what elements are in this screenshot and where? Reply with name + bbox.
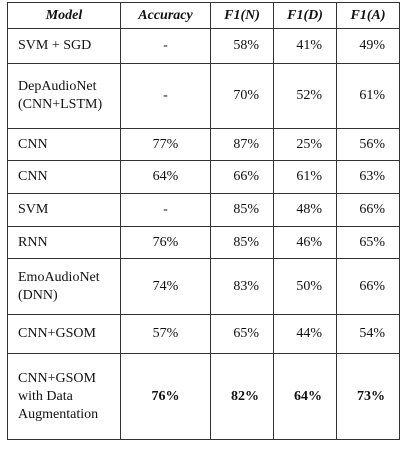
- accuracy-cell: -: [120, 193, 211, 227]
- accuracy-cell: -: [120, 63, 211, 129]
- model-cell: RNN: [7, 226, 121, 259]
- table-row: SVM + SGD - 58% 41% 49%: [7, 28, 400, 64]
- f1-d-cell: 46%: [273, 226, 337, 259]
- f1-a-cell: 65%: [336, 226, 400, 259]
- f1-d-cell: 44%: [273, 314, 337, 354]
- f1-n-cell: 83%: [210, 258, 274, 315]
- table-row: CNN 77% 87% 25% 56%: [7, 128, 400, 161]
- table-row: CNN+GSOM 57% 65% 44% 54%: [7, 314, 400, 354]
- f1-d-cell: 50%: [273, 258, 337, 315]
- header-f1-n: F1(N): [210, 2, 274, 29]
- f1-n-cell: 66%: [210, 160, 274, 194]
- f1-a-cell: 66%: [336, 193, 400, 227]
- accuracy-cell: 64%: [120, 160, 211, 194]
- f1-n-cell: 65%: [210, 314, 274, 354]
- accuracy-cell: 57%: [120, 314, 211, 354]
- f1-n-cell: 85%: [210, 226, 274, 259]
- f1-d-cell: 41%: [273, 28, 337, 64]
- f1-a-cell: 49%: [336, 28, 400, 64]
- model-cell: CNN: [7, 128, 121, 161]
- accuracy-cell: 76%: [120, 226, 211, 259]
- f1-d-cell: 52%: [273, 63, 337, 129]
- f1-n-cell: 85%: [210, 193, 274, 227]
- table-row: SVM - 85% 48% 66%: [7, 193, 400, 227]
- f1-a-cell: 63%: [336, 160, 400, 194]
- accuracy-cell: 74%: [120, 258, 211, 315]
- table-row: EmoAudioNet (DNN) 74% 83% 50% 66%: [7, 258, 400, 315]
- header-accuracy: Accuracy: [120, 2, 211, 29]
- accuracy-cell: 77%: [120, 128, 211, 161]
- model-cell: CNN+GSOM with Data Augmentation: [7, 353, 121, 440]
- header-f1-d: F1(D): [273, 2, 337, 29]
- table-row: RNN 76% 85% 46% 65%: [7, 226, 400, 259]
- model-cell: CNN: [7, 160, 121, 194]
- table-row: DepAudioNet (CNN+LSTM) - 70% 52% 61%: [7, 63, 400, 129]
- header-row: Model Accuracy F1(N) F1(D) F1(A): [7, 2, 400, 29]
- model-cell: SVM: [7, 193, 121, 227]
- f1-a-cell: 56%: [336, 128, 400, 161]
- f1-d-cell: 61%: [273, 160, 337, 194]
- f1-d-cell: 25%: [273, 128, 337, 161]
- f1-d-cell: 64%: [273, 353, 337, 440]
- accuracy-cell: 76%: [120, 353, 211, 440]
- f1-a-cell: 66%: [336, 258, 400, 315]
- accuracy-cell: -: [120, 28, 211, 64]
- header-model: Model: [7, 2, 121, 29]
- table-row: CNN+GSOM with Data Augmentation 76% 82% …: [7, 353, 400, 440]
- table-row: CNN 64% 66% 61% 63%: [7, 160, 400, 194]
- model-cell: DepAudioNet (CNN+LSTM): [7, 63, 121, 129]
- model-cell: CNN+GSOM: [7, 314, 121, 354]
- f1-n-cell: 70%: [210, 63, 274, 129]
- model-cell: SVM + SGD: [7, 28, 121, 64]
- header-f1-a: F1(A): [336, 2, 400, 29]
- f1-d-cell: 48%: [273, 193, 337, 227]
- f1-n-cell: 82%: [210, 353, 274, 440]
- f1-a-cell: 73%: [336, 353, 400, 440]
- f1-a-cell: 61%: [336, 63, 400, 129]
- f1-a-cell: 54%: [336, 314, 400, 354]
- results-table: Model Accuracy F1(N) F1(D) F1(A) SVM + S…: [7, 2, 400, 440]
- f1-n-cell: 58%: [210, 28, 274, 64]
- f1-n-cell: 87%: [210, 128, 274, 161]
- model-cell: EmoAudioNet (DNN): [7, 258, 121, 315]
